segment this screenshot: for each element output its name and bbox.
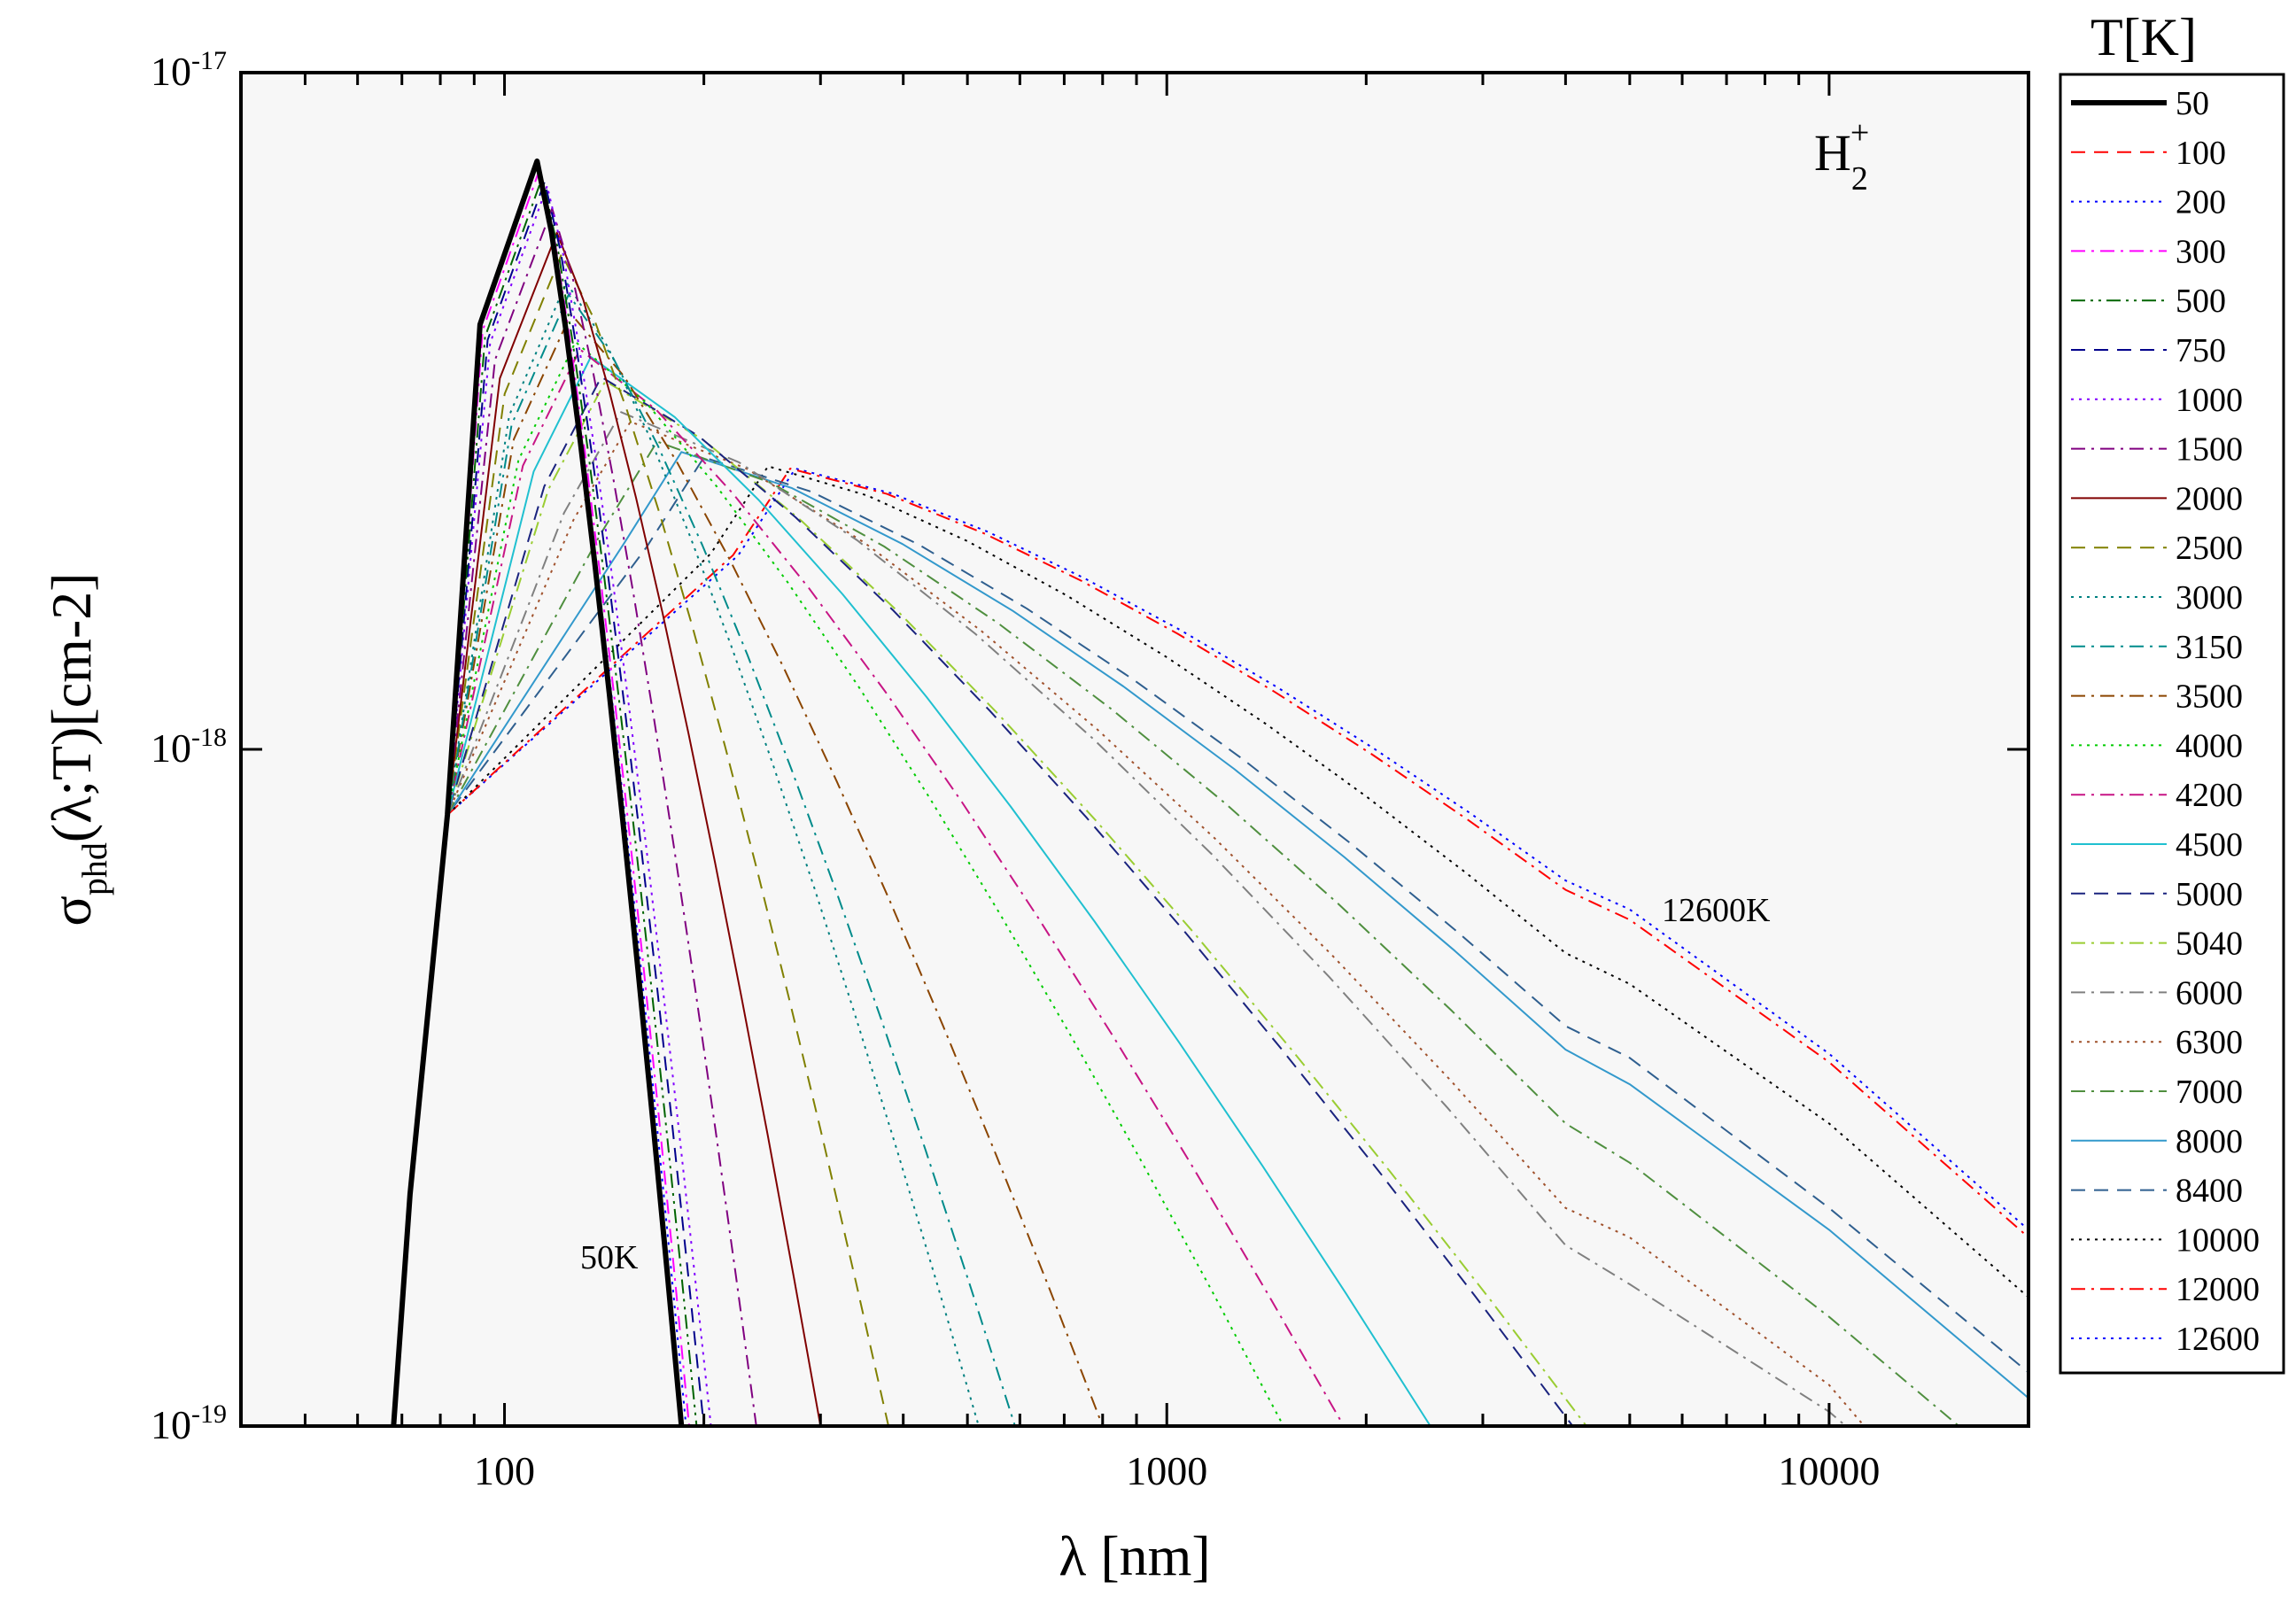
annotation-50k: 50K [580, 1239, 639, 1276]
series-line-3150 [392, 293, 1016, 1426]
legend-label-50: 50 [2176, 85, 2209, 122]
x-tick-labels: 100 1000 10000 [474, 1448, 1880, 1493]
legend-label-1500: 1500 [2176, 431, 2243, 469]
legend-box [2059, 73, 2285, 1375]
series-line-200 [392, 164, 687, 1426]
curves-group [391, 158, 2028, 1426]
plot-area [241, 73, 2028, 1426]
legend-label-5000: 5000 [2176, 876, 2243, 913]
series-line-10000 [392, 465, 2028, 1426]
series-line-2000 [392, 231, 822, 1426]
series-line-50 [391, 158, 685, 1426]
series-line-3500 [392, 313, 1104, 1426]
series-line-300 [392, 168, 690, 1426]
legend-label-4500: 4500 [2176, 826, 2243, 864]
legend-label-1000: 1000 [2176, 382, 2243, 419]
series-line-6000 [392, 411, 1847, 1426]
legend-label-750: 750 [2176, 332, 2226, 369]
legend-label-4200: 4200 [2176, 777, 2243, 814]
legend-label-10000: 10000 [2176, 1221, 2260, 1259]
legend-label-3150: 3150 [2176, 629, 2243, 666]
legend-label-6000: 6000 [2176, 974, 2243, 1012]
legend-label-500: 500 [2176, 283, 2226, 320]
series-line-5000 [392, 376, 1574, 1426]
legend-label-2000: 2000 [2176, 480, 2243, 517]
legend-label-7000: 7000 [2176, 1074, 2243, 1111]
series-line-6300 [392, 421, 1866, 1426]
y-tick-label: 10-18 [151, 723, 227, 771]
legend-label-8000: 8000 [2176, 1123, 2243, 1160]
y-tick-label: 10-17 [151, 46, 227, 94]
species-label: H2+ [1814, 114, 1869, 198]
legend-label-5040: 5040 [2176, 926, 2243, 963]
series-line-8400 [392, 456, 2028, 1426]
series-line-4500 [392, 356, 1431, 1426]
legend-title: T[K] [2090, 8, 2197, 66]
series-line-5040 [392, 380, 1587, 1426]
legend-label-3000: 3000 [2176, 579, 2243, 616]
legend-label-12000: 12000 [2176, 1271, 2260, 1308]
series-line-7000 [392, 440, 1960, 1426]
legend-label-200: 200 [2176, 184, 2226, 221]
series-line-1500 [392, 207, 757, 1426]
y-tick-labels: 10-19 10-18 10-17 [151, 46, 227, 1447]
x-tick-label: 10000 [1778, 1448, 1880, 1493]
legend: 50 100 200 300 500 750 1000 1500 2000 2500 3000 315… [2071, 85, 2260, 1358]
series-line-12000 [392, 468, 2028, 1426]
series-line-750 [392, 181, 705, 1426]
axis-ticks [239, 71, 2030, 1428]
legend-label-3500: 3500 [2176, 678, 2243, 716]
legend-label-12600: 12600 [2176, 1321, 2260, 1358]
series-line-4000 [392, 341, 1284, 1426]
x-axis-title: λ [nm] [1059, 1524, 1210, 1587]
legend-label-4000: 4000 [2176, 727, 2243, 764]
series-line-4200 [392, 348, 1345, 1426]
annotation-12600k: 12600K [1662, 892, 1771, 929]
legend-label-6300: 6300 [2176, 1024, 2243, 1061]
legend-label-8400: 8400 [2176, 1173, 2243, 1210]
x-tick-label: 100 [474, 1448, 535, 1493]
legend-label-2500: 2500 [2176, 530, 2243, 567]
x-tick-label: 1000 [1126, 1448, 1207, 1493]
series-line-1000 [392, 185, 712, 1426]
series-line-8000 [392, 451, 2028, 1426]
legend-label-100: 100 [2176, 135, 2226, 172]
y-axis-title: σphd(λ;T)[cm-2] [40, 572, 114, 926]
legend-label-300: 300 [2176, 233, 2226, 270]
y-tick-label: 10-19 [151, 1399, 227, 1447]
